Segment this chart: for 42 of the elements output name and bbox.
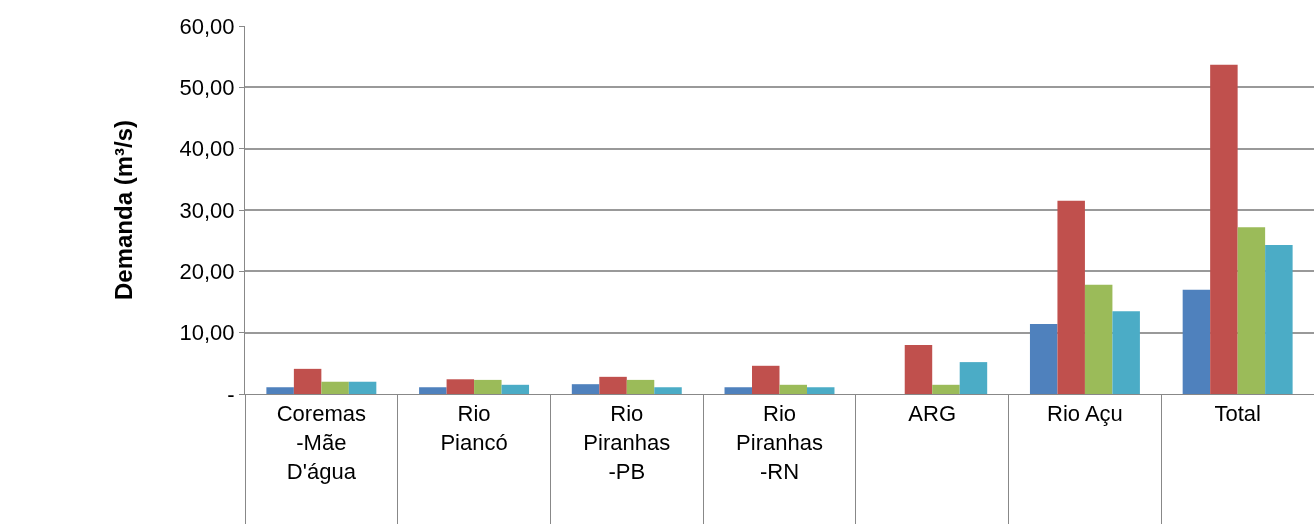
bar <box>1182 289 1211 394</box>
bar <box>779 384 807 394</box>
bar <box>1029 324 1058 394</box>
bar <box>724 387 753 394</box>
bar <box>932 384 960 394</box>
bar <box>348 381 377 394</box>
bar <box>474 379 502 394</box>
y-tick-label: 30,00 <box>179 197 235 223</box>
bar <box>501 384 530 394</box>
y-tick-label: 20,00 <box>179 259 235 285</box>
y-tick-label: 60,00 <box>179 13 235 39</box>
x-tick-label: Rio Piranhas -PB <box>583 401 671 484</box>
bar <box>266 387 294 394</box>
x-tick-label: Total <box>1214 401 1261 427</box>
bar <box>806 387 835 394</box>
bar <box>1210 64 1238 394</box>
bar <box>599 376 627 394</box>
x-tick-label: Rio Piranhas -RN <box>736 401 823 484</box>
bar <box>1084 284 1113 394</box>
y-tick-label: 10,00 <box>179 320 235 346</box>
bar <box>654 387 682 394</box>
bar <box>293 368 322 394</box>
x-tick-label: ARG <box>908 401 957 427</box>
y-tick-label: - <box>227 381 235 407</box>
y-axis-title: Demanda (m³/s) <box>109 119 137 301</box>
x-tick-label: Rio Piancó <box>440 401 508 455</box>
y-tick-label: 50,00 <box>179 75 235 101</box>
x-tick-label: Coremas -Mãe D'água <box>276 401 366 484</box>
bar <box>1112 311 1140 394</box>
bar <box>571 384 600 394</box>
x-tick-label: Rio Açu <box>1047 401 1123 427</box>
bar <box>1057 200 1085 394</box>
y-tick-label: 40,00 <box>179 136 235 162</box>
bar <box>904 344 933 394</box>
bar <box>626 379 655 394</box>
bar <box>1265 244 1293 394</box>
bar <box>321 381 349 394</box>
bar <box>419 387 447 394</box>
bar <box>752 365 780 394</box>
bar <box>446 379 475 394</box>
bar <box>959 362 988 394</box>
bar <box>1237 227 1266 394</box>
